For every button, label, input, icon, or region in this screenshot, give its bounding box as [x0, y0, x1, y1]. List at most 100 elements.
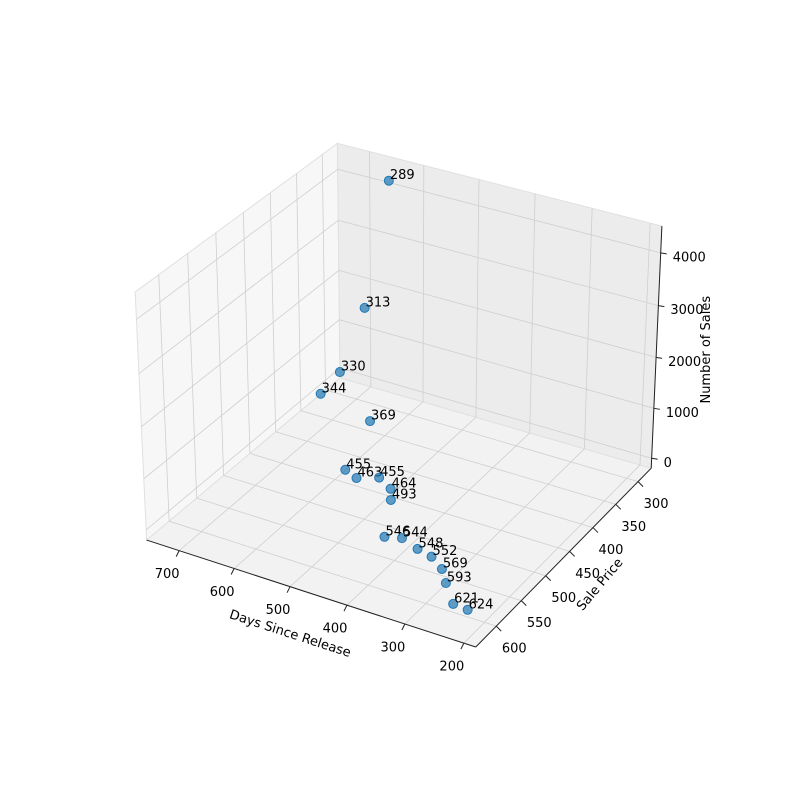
grid-line — [269, 192, 277, 432]
grid-line — [158, 274, 170, 522]
point — [385, 483, 396, 494]
grid-line — [187, 253, 198, 499]
grid-line — [249, 453, 570, 552]
point-label: 464 — [392, 476, 417, 491]
y-tick-label: 350 — [621, 520, 646, 535]
grid-line — [141, 270, 340, 427]
point — [426, 551, 437, 562]
x-axis-line — [146, 539, 476, 648]
point-label: 369 — [371, 409, 396, 424]
x-tick — [401, 623, 406, 631]
y-tick — [520, 600, 527, 606]
point-label: 455 — [380, 465, 405, 480]
x-tick-label: 600 — [210, 585, 235, 600]
grid-line — [196, 497, 522, 602]
point — [315, 388, 326, 399]
point — [412, 543, 423, 554]
point-label: 569 — [443, 556, 468, 571]
grid-line — [289, 416, 477, 587]
y-tick-label: 450 — [575, 567, 600, 582]
grid-line — [145, 367, 341, 531]
x-tick-label: 400 — [323, 622, 348, 637]
y-tick-label: 300 — [644, 497, 669, 512]
grid-line — [529, 193, 536, 433]
point — [374, 472, 385, 483]
y-tick-label: 400 — [599, 543, 624, 558]
z-tick — [656, 356, 663, 359]
grid-line — [584, 208, 593, 449]
grid-line — [639, 223, 651, 465]
grid-line — [168, 520, 497, 627]
x-tick — [286, 586, 291, 593]
point — [359, 302, 370, 313]
x-tick-label: 300 — [380, 640, 405, 655]
grid-line — [275, 431, 594, 528]
point-label: 289 — [390, 168, 415, 183]
point — [379, 531, 390, 542]
z-tick-label: 3000 — [670, 303, 703, 318]
point-label: 493 — [392, 487, 417, 502]
z-tick — [651, 457, 658, 460]
z-axis-title: Number of Sales — [699, 296, 714, 404]
y-tick — [615, 503, 622, 510]
grid-line — [338, 270, 657, 358]
x-tick-label: 200 — [439, 660, 464, 675]
grid-line — [300, 410, 616, 505]
point-label: 455 — [346, 457, 371, 472]
y-tick — [545, 575, 552, 582]
point — [462, 604, 473, 615]
y-tick — [637, 481, 644, 487]
y-tick-label: 600 — [502, 642, 527, 657]
point-label: 344 — [322, 381, 347, 396]
grid-line — [463, 464, 641, 644]
x-tick — [460, 642, 465, 650]
point — [365, 416, 376, 427]
grid-line — [321, 154, 326, 390]
point — [396, 533, 407, 544]
y-tick-label: 550 — [527, 616, 552, 631]
z-tick — [660, 252, 667, 255]
grid-line — [138, 219, 339, 374]
grid-line — [346, 432, 531, 606]
z-tick-label: 1000 — [666, 406, 699, 421]
point-label: 313 — [366, 295, 391, 310]
x-tick-label: 500 — [266, 603, 291, 618]
x-tick-label: 700 — [155, 567, 180, 582]
grid-line — [178, 386, 372, 551]
grid-line — [223, 475, 546, 577]
y-tick — [495, 625, 502, 632]
point — [340, 464, 351, 475]
z-tick-label: 4000 — [673, 250, 706, 265]
point — [383, 175, 394, 186]
grid-line — [143, 319, 340, 480]
grid-line — [404, 448, 585, 625]
point-label: 621 — [454, 591, 479, 606]
point-label: 330 — [341, 360, 366, 375]
y-tick — [569, 551, 575, 557]
grid-line — [475, 179, 480, 418]
grid-line — [296, 173, 302, 411]
x-tick — [175, 550, 180, 557]
y-axis-line — [475, 467, 652, 648]
x-tick — [343, 604, 348, 612]
point — [448, 598, 459, 609]
point-label: 593 — [447, 571, 472, 586]
x-tick — [230, 568, 235, 575]
grid-line — [369, 151, 372, 387]
point — [351, 473, 362, 484]
point — [334, 367, 345, 378]
point — [385, 494, 396, 505]
grid-line — [338, 219, 659, 306]
point — [440, 578, 451, 589]
z-axis-line — [650, 226, 663, 469]
z-tick — [658, 305, 665, 308]
axes-3d: 2003004005006007003003504004505005506000… — [134, 142, 714, 675]
y-tick — [592, 527, 599, 533]
z-tick-label: 0 — [664, 456, 672, 471]
y-tick-label: 500 — [551, 591, 576, 606]
grid-line — [325, 389, 639, 482]
z-tick — [653, 407, 660, 410]
z-tick-label: 2000 — [668, 355, 701, 370]
point-label: 544 — [403, 526, 428, 541]
